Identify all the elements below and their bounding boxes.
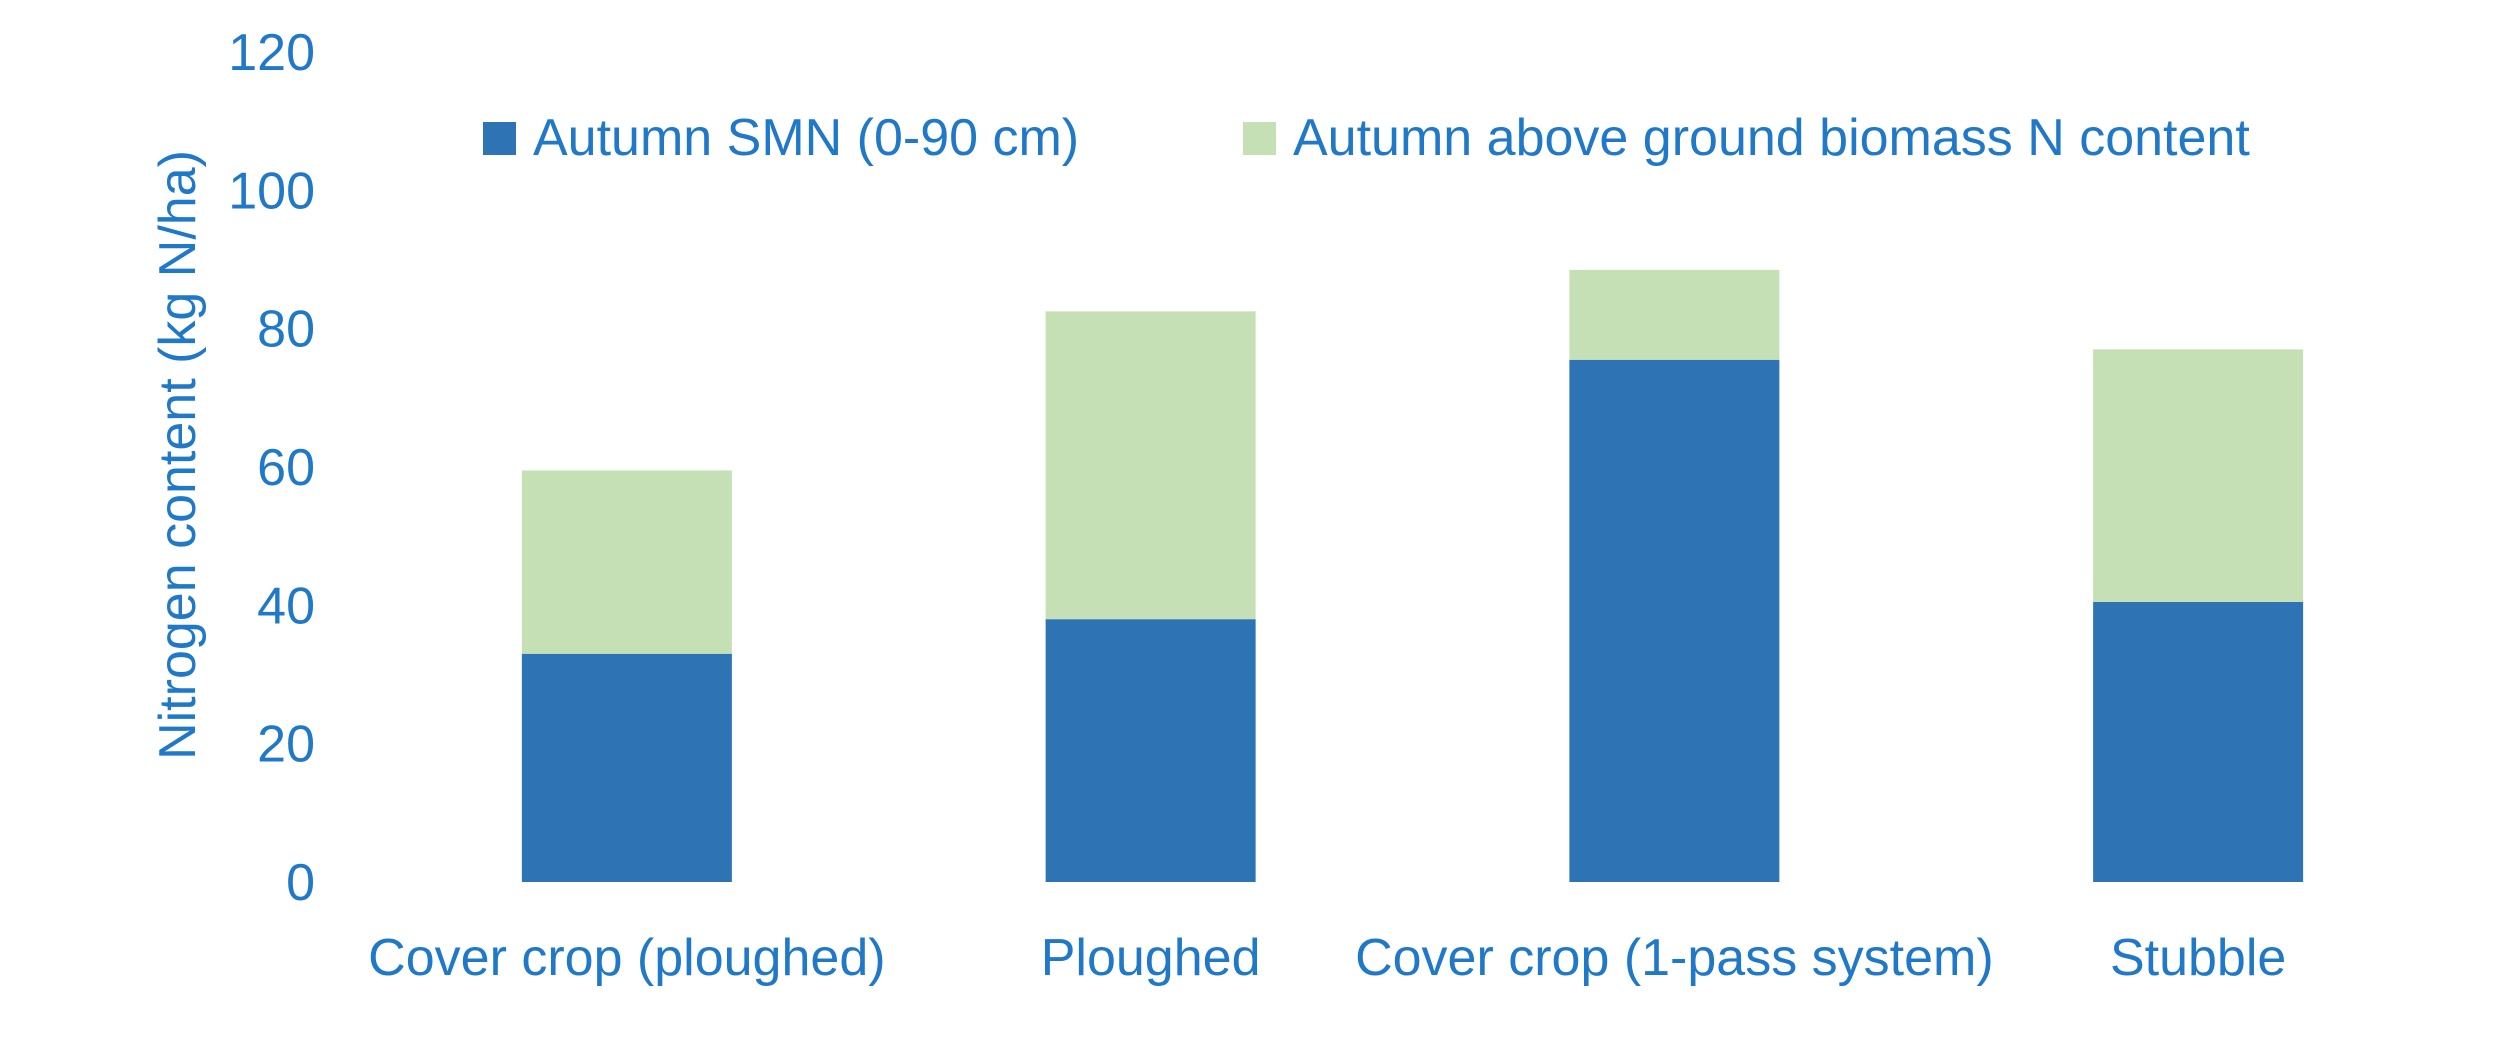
y-tick-label: 120 [228,24,315,82]
bar-segment-biomass [521,470,732,654]
legend-swatch-biomass [1243,122,1276,155]
x-tick-label: Cover crop (1-pass system) [1355,929,1994,987]
x-tick-label: Stubble [2110,929,2286,987]
bar-segment-smn [521,653,732,882]
bar-segment-smn [1045,619,1256,882]
y-axis-title-group: Nitrogen content (kg N/ha) [149,150,207,760]
bars [521,269,2304,883]
x-axis-labels: Cover crop (ploughed) Ploughed Cover crop … [368,929,2286,987]
y-axis-title: Nitrogen content (kg N/ha) [149,150,207,760]
bar-segment-biomass [1045,311,1256,620]
y-tick-label: 20 [257,716,315,774]
legend-label-biomass: Autumn above ground biomass N content [1293,109,2250,167]
y-tick-label: 40 [257,577,315,635]
x-tick-label: Cover crop (ploughed) [368,929,885,987]
y-axis-ticks: 0 20 40 60 80 100 120 [228,24,315,912]
legend-swatch-smn [483,122,516,155]
y-tick-label: 0 [286,854,315,912]
bar-segment-biomass [1569,269,1780,360]
bar-segment-smn [2093,601,2304,882]
y-tick-label: 60 [257,439,315,497]
y-tick-label: 80 [257,301,315,359]
legend: Autumn SMN (0-90 cm) Autumn above ground … [483,109,2250,167]
bar-segment-biomass [2093,349,2304,602]
x-tick-label: Ploughed [1041,929,1261,987]
bar-segment-smn [1569,359,1780,883]
y-tick-label: 100 [228,162,315,220]
legend-label-smn: Autumn SMN (0-90 cm) [533,109,1079,167]
